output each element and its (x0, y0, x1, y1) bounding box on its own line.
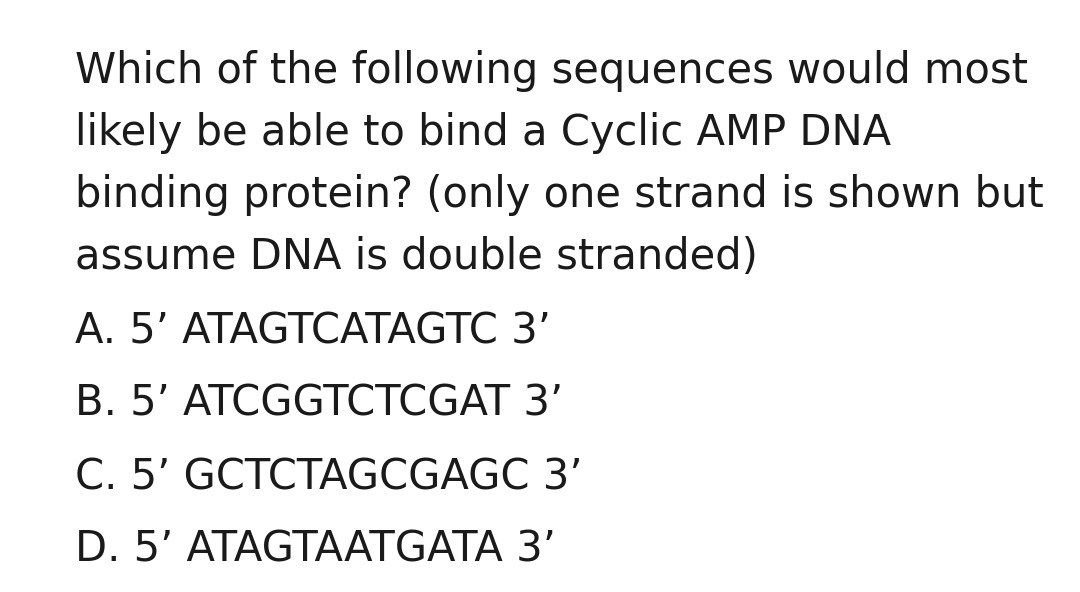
Text: D. 5’ ATAGTAATGATA 3’: D. 5’ ATAGTAATGATA 3’ (75, 529, 556, 571)
Text: likely be able to bind a Cyclic AMP DNA: likely be able to bind a Cyclic AMP DNA (75, 112, 891, 154)
Text: B. 5’ ATCGGTCTCGAT 3’: B. 5’ ATCGGTCTCGAT 3’ (75, 383, 563, 425)
Text: assume DNA is double stranded): assume DNA is double stranded) (75, 236, 758, 278)
Text: A. 5’ ATAGTCATAGTC 3’: A. 5’ ATAGTCATAGTC 3’ (75, 310, 551, 352)
Text: binding protein? (only one strand is shown but: binding protein? (only one strand is sho… (75, 174, 1043, 216)
Text: Which of the following sequences would most: Which of the following sequences would m… (75, 50, 1028, 92)
Text: C. 5’ GCTCTAGCGAGC 3’: C. 5’ GCTCTAGCGAGC 3’ (75, 456, 582, 498)
